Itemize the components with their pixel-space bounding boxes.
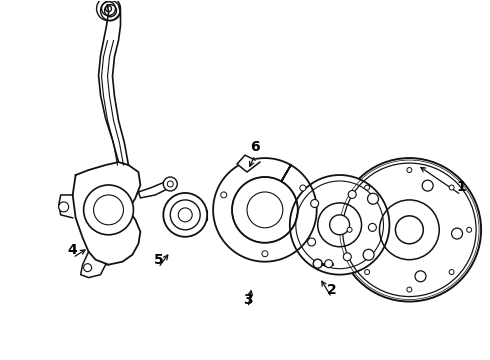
Circle shape xyxy=(343,253,351,261)
Circle shape xyxy=(163,193,207,237)
Circle shape xyxy=(84,185,133,235)
Circle shape xyxy=(300,185,306,191)
Circle shape xyxy=(330,215,349,235)
Polygon shape xyxy=(73,162,141,265)
Polygon shape xyxy=(213,158,317,262)
Circle shape xyxy=(422,180,433,191)
Polygon shape xyxy=(237,155,260,172)
Circle shape xyxy=(163,177,177,191)
Circle shape xyxy=(347,227,352,232)
Text: 2: 2 xyxy=(327,283,337,297)
Circle shape xyxy=(325,260,333,268)
Polygon shape xyxy=(138,178,172,198)
Circle shape xyxy=(365,270,369,275)
Circle shape xyxy=(395,216,423,244)
Circle shape xyxy=(308,238,316,246)
Circle shape xyxy=(407,287,412,292)
Circle shape xyxy=(415,271,426,282)
Text: 3: 3 xyxy=(243,293,253,306)
Circle shape xyxy=(365,185,369,190)
Circle shape xyxy=(466,227,471,232)
Circle shape xyxy=(449,270,454,275)
Circle shape xyxy=(313,259,322,268)
Circle shape xyxy=(363,249,374,260)
Circle shape xyxy=(368,193,378,204)
Circle shape xyxy=(452,228,463,239)
Circle shape xyxy=(262,251,268,257)
Text: 5: 5 xyxy=(153,253,163,267)
Circle shape xyxy=(407,167,412,172)
Text: 1: 1 xyxy=(456,180,466,194)
Circle shape xyxy=(338,158,481,302)
Text: 4: 4 xyxy=(68,243,77,257)
Circle shape xyxy=(59,202,69,212)
Circle shape xyxy=(290,175,390,275)
Circle shape xyxy=(449,185,454,190)
Text: 6: 6 xyxy=(250,140,260,154)
Circle shape xyxy=(311,199,319,207)
Circle shape xyxy=(368,224,376,231)
Circle shape xyxy=(84,264,92,272)
Circle shape xyxy=(348,190,356,198)
Circle shape xyxy=(221,192,227,198)
